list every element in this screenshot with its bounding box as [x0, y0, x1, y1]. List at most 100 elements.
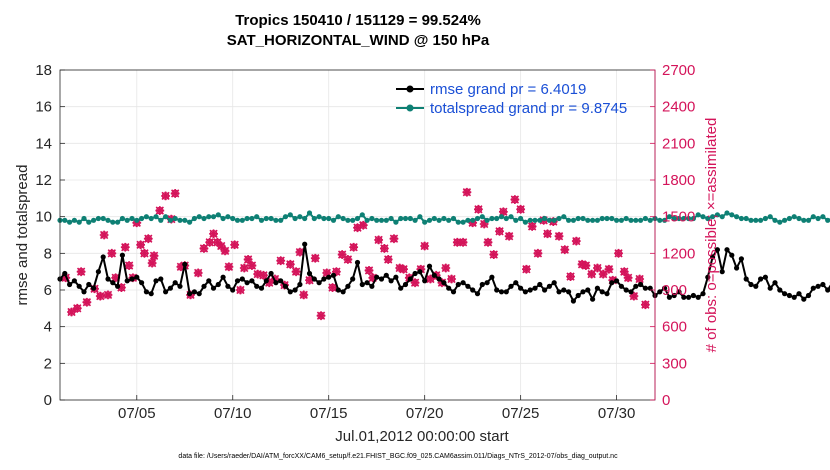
obs-assimilated-point — [82, 297, 92, 307]
spread-data-point — [638, 217, 644, 223]
spread-data-point — [388, 215, 394, 222]
rmse-data-point — [273, 280, 279, 286]
obs-assimilated-point — [285, 259, 295, 269]
rmse-data-point — [76, 283, 82, 289]
obs-assimilated-point — [452, 237, 462, 247]
y-tick-label: 2 — [44, 355, 52, 372]
obs-assimilated-point — [305, 275, 314, 285]
obs-assimilated-point — [103, 290, 113, 300]
obs-assimilated-point — [619, 267, 629, 277]
spread-data-point — [743, 215, 749, 222]
spread-data-point — [210, 214, 217, 220]
spread-data-point — [700, 214, 706, 220]
rmse-data-point — [695, 294, 701, 300]
obs-assimilated-point — [224, 262, 234, 272]
x-tick-label: 07/20 — [406, 405, 444, 422]
obs-assimilated-point — [543, 229, 552, 239]
obs-assimilated-point — [331, 267, 341, 277]
rmse-data-point — [666, 294, 673, 300]
spread-data-point — [753, 217, 759, 223]
obs-assimilated-point — [581, 261, 591, 270]
spread-data-point — [666, 214, 673, 220]
obs-assimilated-point — [212, 237, 222, 247]
data-file-footer: data file: /Users/raeder/DAI/ATM_forcXX/… — [178, 453, 618, 460]
obs-assimilated-point — [527, 222, 537, 231]
spread-data-point — [441, 215, 447, 222]
spread-data-point — [729, 212, 735, 218]
rmse-data-point — [450, 289, 457, 295]
rmse-data-point — [422, 278, 428, 284]
rmse-data-point — [614, 278, 620, 284]
rmse-data-point — [369, 283, 375, 289]
obs-assimilated-point — [170, 189, 180, 198]
spread-data-point — [686, 215, 692, 222]
rmse-data-point — [311, 276, 317, 282]
y-tick-label: 14 — [35, 135, 52, 152]
rmse-data-point — [724, 247, 730, 253]
rmse-data-point — [537, 281, 543, 288]
obs-assimilated-point — [316, 311, 326, 321]
spread-data-point — [436, 217, 442, 223]
obs-assimilated-point — [522, 264, 531, 274]
rmse-data-point — [729, 252, 735, 258]
spread-data-point — [412, 217, 418, 223]
obs-assimilated-point — [498, 207, 508, 217]
rmse-data-point — [570, 298, 577, 304]
rmse-data-point — [182, 261, 188, 267]
obs-assimilated-point — [358, 220, 368, 230]
spread-data-point — [489, 215, 495, 222]
spread-data-point — [825, 217, 830, 223]
rmse-data-point — [163, 289, 169, 295]
obs-assimilated-point — [614, 248, 623, 258]
spread-data-point — [710, 214, 716, 220]
rmse-data-point — [292, 287, 298, 293]
obs-assimilated-point — [479, 219, 489, 229]
rmse-data-point — [618, 283, 625, 289]
spread-data-point — [662, 217, 668, 223]
spread-data-point — [618, 217, 625, 223]
obs-assimilated-point — [504, 231, 514, 241]
rmse-data-point — [158, 276, 164, 282]
rmse-data-point — [431, 272, 437, 278]
spread-data-point — [633, 217, 639, 223]
obs-assimilated-point — [598, 269, 608, 279]
x-tick-label: 07/15 — [310, 405, 348, 422]
rmse-data-point — [446, 285, 452, 291]
spread-data-point — [81, 215, 87, 222]
rmse-data-point — [743, 276, 749, 282]
spread-data-point — [498, 214, 505, 220]
rmse-data-point — [201, 283, 207, 289]
spread-data-point — [407, 215, 413, 222]
rmse-data-point — [139, 280, 145, 286]
rmse-data-point — [580, 289, 586, 295]
rmse-data-point — [234, 278, 241, 284]
obs-assimilated-point — [205, 237, 215, 247]
spread-data-point — [796, 215, 802, 222]
rmse-data-point — [700, 291, 706, 297]
obs-assimilated-point — [395, 263, 405, 273]
spread-data-point — [455, 219, 461, 225]
rmse-data-point — [671, 292, 677, 299]
spread-data-point — [402, 215, 409, 222]
rmse-data-point — [556, 289, 562, 295]
obs-assimilated-point — [447, 274, 456, 284]
obs-assimilated-point — [216, 241, 226, 251]
spread-data-point — [302, 215, 308, 222]
rmse-data-point — [350, 276, 356, 282]
obs-assimilated-point — [374, 235, 384, 245]
rmse-data-point — [412, 270, 418, 277]
legend-spread-marker — [406, 104, 414, 112]
spread-data-point — [474, 215, 481, 222]
spread-data-point — [777, 219, 783, 225]
rmse-data-point — [306, 270, 313, 277]
obs-assimilated-point — [155, 206, 165, 215]
spread-data-point — [268, 215, 274, 222]
obs-assimilated-point — [291, 267, 301, 277]
spread-data-point — [234, 217, 241, 223]
y-tick-label: 4 — [44, 319, 52, 336]
obs-assimilated-point — [554, 231, 564, 241]
rmse-data-point — [167, 285, 173, 291]
spread-data-point — [278, 217, 284, 223]
spread-data-point — [532, 217, 538, 223]
spread-data-point — [95, 215, 101, 222]
